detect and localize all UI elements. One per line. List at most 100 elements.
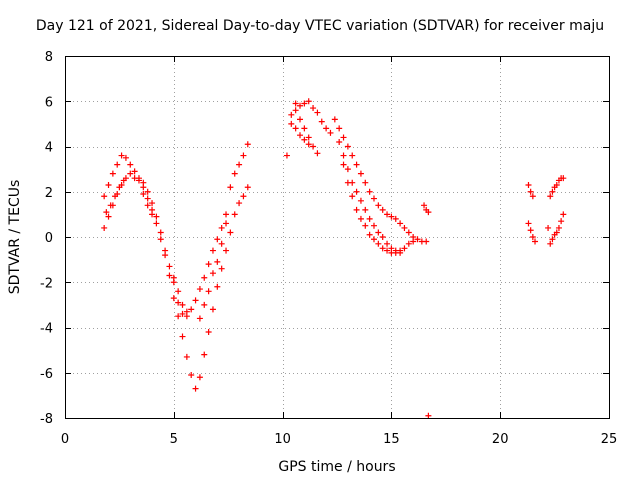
data-point — [214, 236, 221, 243]
data-point — [175, 288, 182, 295]
data-point — [366, 215, 373, 222]
data-point — [379, 245, 386, 252]
data-point — [170, 295, 177, 302]
data-point — [405, 229, 412, 236]
data-point — [170, 274, 177, 281]
data-point — [127, 170, 134, 177]
data-point — [120, 177, 127, 184]
data-point — [547, 193, 554, 200]
data-marks — [101, 98, 567, 419]
data-point — [214, 283, 221, 290]
data-point — [301, 100, 308, 107]
data-point — [144, 188, 151, 195]
data-point — [529, 234, 536, 240]
data-point — [101, 193, 108, 200]
data-point — [344, 143, 351, 150]
x-axis-label: GPS time / hours — [278, 459, 395, 475]
data-point — [349, 193, 356, 200]
data-point — [192, 297, 199, 304]
y-tick-label: 4 — [45, 141, 53, 156]
data-point — [240, 193, 247, 200]
y-tick-label: 8 — [45, 50, 53, 65]
data-point — [344, 166, 351, 173]
data-point — [553, 181, 560, 188]
data-point — [153, 220, 160, 227]
data-point — [105, 181, 112, 188]
data-point — [310, 105, 317, 112]
data-point — [205, 261, 212, 268]
data-point — [336, 138, 343, 145]
data-point — [112, 193, 119, 200]
x-tick-label: 20 — [492, 432, 509, 447]
data-point — [218, 265, 225, 272]
data-point — [375, 240, 382, 247]
plot-frame — [65, 56, 610, 419]
data-point — [157, 236, 164, 243]
data-point — [370, 222, 377, 229]
data-point — [153, 213, 160, 220]
data-point — [223, 247, 230, 254]
data-point — [149, 211, 156, 218]
data-point — [375, 202, 382, 209]
data-point — [240, 152, 247, 159]
data-point — [244, 184, 251, 191]
data-point — [114, 161, 121, 168]
data-point — [353, 188, 360, 195]
data-point — [366, 188, 373, 195]
data-point — [292, 107, 299, 114]
x-tick-label: 0 — [61, 432, 69, 447]
data-point — [236, 161, 243, 168]
data-point — [218, 224, 225, 231]
data-point — [423, 238, 430, 245]
data-point — [144, 195, 151, 202]
data-point — [384, 247, 391, 254]
data-point — [327, 129, 334, 136]
data-point — [223, 211, 230, 218]
data-point — [405, 240, 412, 247]
data-point — [375, 229, 382, 236]
data-point — [370, 236, 377, 243]
data-point — [297, 116, 304, 123]
data-point — [236, 200, 243, 207]
y-tick-label: -6 — [40, 367, 53, 382]
data-point — [209, 270, 216, 277]
data-point — [196, 286, 203, 293]
data-point — [529, 193, 536, 200]
data-point — [140, 191, 147, 198]
data-point — [140, 179, 147, 186]
data-point — [525, 220, 532, 227]
data-point — [166, 272, 173, 279]
data-point — [336, 125, 343, 132]
data-point — [209, 247, 216, 254]
data-point — [384, 211, 391, 218]
data-point — [201, 301, 208, 308]
data-point — [370, 195, 377, 202]
data-point — [183, 308, 190, 315]
data-point — [109, 170, 116, 177]
data-point — [179, 310, 186, 317]
data-point — [353, 206, 360, 213]
data-point — [192, 385, 199, 392]
data-point — [397, 220, 404, 227]
data-point — [357, 170, 364, 177]
data-point — [414, 236, 421, 243]
data-point — [410, 238, 417, 245]
data-point — [179, 333, 186, 340]
data-point — [323, 125, 330, 132]
x-tick-label: 15 — [383, 432, 400, 447]
data-point — [103, 209, 110, 216]
data-point — [283, 152, 290, 159]
data-point — [357, 215, 364, 222]
data-point — [340, 152, 347, 159]
data-point — [397, 249, 404, 256]
data-point — [560, 175, 567, 182]
data-point — [218, 240, 225, 247]
data-point — [288, 111, 295, 118]
x-tick-label: 5 — [170, 432, 178, 447]
data-point — [318, 118, 325, 125]
data-point — [527, 188, 534, 195]
data-point — [101, 224, 108, 231]
data-point — [131, 168, 138, 175]
data-point — [244, 141, 251, 148]
data-point — [209, 306, 216, 313]
